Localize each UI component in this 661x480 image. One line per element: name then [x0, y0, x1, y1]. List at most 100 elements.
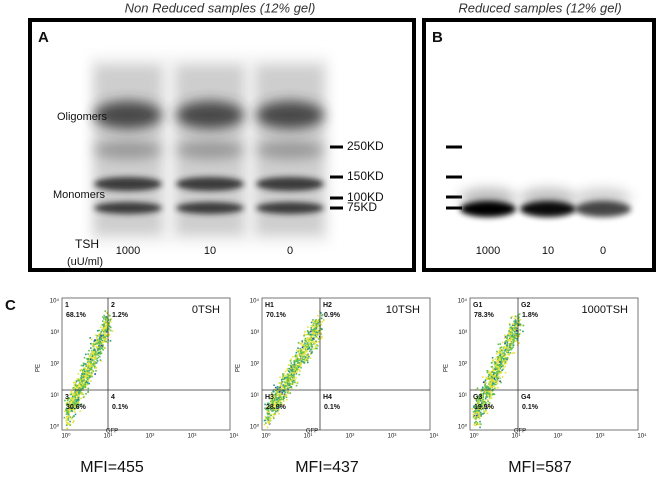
event-dot [477, 416, 480, 419]
event-dot [472, 406, 475, 409]
event-dot [279, 398, 282, 401]
event-dot [471, 408, 473, 410]
event-dot [514, 323, 517, 325]
event-dot [285, 385, 287, 387]
event-dot [273, 409, 276, 411]
event-dot [67, 406, 70, 408]
event-dot [488, 406, 490, 408]
event-dot [475, 405, 478, 407]
event-dot [486, 389, 488, 392]
event-dot [81, 384, 83, 387]
event-dot [102, 320, 104, 323]
event-dot [306, 347, 309, 349]
event-dot [492, 367, 495, 370]
event-dot [66, 423, 68, 425]
event-dot [292, 370, 295, 373]
event-dot [506, 345, 508, 347]
event-dot [307, 331, 309, 333]
event-dot [72, 381, 75, 384]
event-dot [504, 371, 507, 374]
event-dot [96, 338, 99, 340]
event-dot [310, 343, 312, 346]
event-dot [100, 360, 103, 362]
event-dot [267, 413, 269, 416]
event-dot [492, 359, 494, 361]
event-dot [496, 378, 499, 381]
event-dot [516, 322, 518, 325]
event-dot [80, 364, 83, 367]
event-dot [484, 388, 486, 390]
event-dot [69, 408, 71, 411]
event-dot [307, 348, 309, 350]
event-dot [80, 382, 82, 384]
event-dot [103, 346, 106, 349]
event-dot [264, 407, 266, 410]
event-dot [506, 358, 508, 361]
event-dot [286, 377, 289, 380]
event-dot [300, 351, 302, 353]
event-dot [512, 336, 514, 338]
gate-name: G1 [473, 302, 482, 309]
event-dot [269, 419, 272, 421]
event-dot [320, 323, 323, 326]
event-dot [96, 335, 99, 337]
sample-label: 10TSH [386, 304, 420, 316]
event-dot [97, 335, 100, 337]
gate-name: 2 [111, 302, 115, 309]
event-dot [295, 363, 298, 366]
event-dot [279, 397, 282, 400]
x-tick-label: 10² [146, 434, 155, 440]
event-dot [304, 342, 306, 344]
event-dot [297, 362, 299, 364]
event-dot [479, 420, 481, 423]
event-dot [318, 332, 320, 335]
event-dot [509, 335, 511, 338]
event-dot [71, 398, 73, 401]
y-axis-label: PE [444, 364, 450, 372]
event-dot [288, 375, 291, 378]
event-dot [485, 410, 487, 412]
event-dot [475, 399, 478, 401]
event-dot [81, 393, 84, 396]
event-dot [104, 334, 106, 337]
event-dot [491, 393, 494, 396]
event-dot [488, 372, 491, 374]
event-dot [292, 383, 295, 385]
event-dot [288, 382, 291, 384]
event-dot [302, 353, 305, 355]
event-dot [308, 337, 311, 339]
event-dot [480, 408, 482, 411]
event-dot [296, 349, 298, 352]
event-dot [80, 380, 83, 382]
event-dot [275, 397, 278, 400]
event-dot [499, 357, 502, 360]
event-dot [487, 400, 489, 403]
event-dot [318, 319, 320, 321]
event-dot [492, 393, 495, 395]
event-dot [498, 358, 500, 360]
event-dot [316, 336, 319, 339]
event-dot [66, 404, 68, 407]
x-tick-label: 10⁴ [429, 433, 439, 440]
event-dot [95, 353, 97, 356]
event-dot [476, 406, 478, 409]
event-dot [478, 405, 481, 407]
event-dot [309, 333, 312, 336]
gate-name: H1 [265, 302, 274, 309]
event-dot [298, 364, 301, 366]
event-dot [79, 390, 82, 393]
event-dot [496, 371, 499, 373]
event-dot [312, 331, 314, 334]
event-dot [515, 320, 518, 322]
event-dot [71, 397, 74, 399]
event-dot [306, 342, 309, 344]
event-dot [90, 365, 92, 367]
event-dot [102, 343, 104, 346]
event-dot [313, 341, 316, 344]
event-dot [496, 365, 498, 368]
event-dot [488, 374, 491, 376]
event-dot [273, 403, 276, 405]
event-dot [105, 329, 108, 332]
event-dot [480, 405, 482, 407]
event-dot [270, 404, 273, 407]
